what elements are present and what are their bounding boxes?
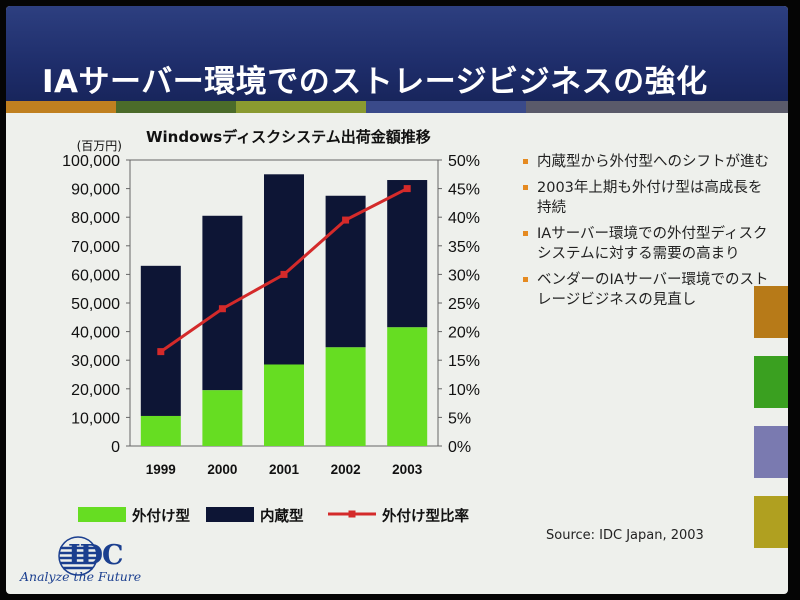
bar-external <box>387 327 428 446</box>
y-tick-label: 20,000 <box>71 382 120 399</box>
decor-tile <box>754 426 788 478</box>
y2-tick-label: 5% <box>448 410 471 427</box>
y-tick-label: 100,000 <box>62 153 120 170</box>
bullet-list: 内蔵型から外付型へのシフトが進む 2003年上期も外付け型は高成長を持続 IAサ… <box>521 152 771 316</box>
decor-strip <box>236 101 366 113</box>
decor-strip <box>116 101 236 113</box>
bullet-item: 内蔵型から外付型へのシフトが進む <box>521 152 771 172</box>
ratio-point <box>342 216 350 224</box>
legend-label: 内蔵型 <box>260 507 304 525</box>
bar-external <box>264 364 304 446</box>
y-tick-label: 30,000 <box>71 353 120 370</box>
y2-tick-label: 25% <box>448 296 480 313</box>
y2-tick-label: 45% <box>448 182 480 199</box>
bar-internal <box>202 215 243 391</box>
decor-tile <box>754 356 788 408</box>
decor-strip <box>366 101 526 113</box>
y-tick-label: 0 <box>111 439 120 456</box>
bullet-text: 2003年上期も外付け型は高成長を持続 <box>537 180 763 216</box>
x-tick-label: 2001 <box>269 462 300 477</box>
bullet-item: ベンダーのIAサーバー環境でのストレージビジネスの見直し <box>521 270 771 310</box>
decor-strip <box>6 101 116 113</box>
source-note: Source: IDC Japan, 2003 <box>546 528 704 543</box>
y2-tick-label: 40% <box>448 210 480 227</box>
bar-external <box>202 390 243 446</box>
x-tick-label: 2000 <box>207 462 237 477</box>
legend-swatch-external <box>78 507 126 522</box>
ratio-point <box>403 185 411 193</box>
y2-tick-label: 0% <box>448 439 471 456</box>
chart: 0 10,000 20,000 30,000 40,000 50,000 60,000 70,… <box>62 139 480 525</box>
y2-tick-label: 10% <box>448 382 480 399</box>
slide: IAサーバー環境でのストレージビジネスの強化 Windowsディスクシステム出荷… <box>6 6 788 594</box>
y-tick-label: 40,000 <box>71 325 120 342</box>
decor-tile <box>754 496 788 548</box>
logo-text: IDC <box>68 540 124 571</box>
y-tick-label: 90,000 <box>71 182 120 199</box>
y2-tick-label: 35% <box>448 239 480 256</box>
bullet-item: IAサーバー環境での外付型ディスクシステムに対する需要の高まり <box>521 224 771 264</box>
legend-swatch-internal <box>206 507 254 522</box>
decor-strip <box>526 101 788 113</box>
x-tick-label: 2003 <box>392 462 423 477</box>
bullet-text: 内蔵型から外付型へのシフトが進む <box>537 154 769 170</box>
bullet-marker <box>523 231 528 236</box>
bullet-text: ベンダーのIAサーバー環境でのストレージビジネスの見直し <box>537 272 769 308</box>
bullet-text: IAサーバー環境での外付型ディスクシステムに対する需要の高まり <box>537 226 768 262</box>
ratio-point <box>157 348 165 356</box>
y2-tick-label: 30% <box>448 267 480 284</box>
x-tick-label: 2002 <box>331 462 361 477</box>
y-tick-label: 70,000 <box>71 239 120 256</box>
bullet-marker <box>523 185 528 190</box>
slide-title: IAサーバー環境でのストレージビジネスの強化 <box>42 64 708 100</box>
title-bar: IAサーバー環境でのストレージビジネスの強化 <box>6 6 788 106</box>
chart-title: Windowsディスクシステム出荷金額推移 <box>146 128 431 146</box>
y-tick-label: 60,000 <box>71 267 120 284</box>
y2-tick-label: 20% <box>448 325 480 342</box>
logo-tagline: Analyze the Future <box>20 569 142 584</box>
bar-internal <box>264 174 304 365</box>
bullet-item: 2003年上期も外付け型は高成長を持続 <box>521 178 771 218</box>
legend-label: 外付け型比率 <box>382 507 469 525</box>
decor-tile <box>754 286 788 338</box>
bar-external <box>325 347 366 446</box>
bullet-marker <box>523 277 528 282</box>
y2-tick-label: 50% <box>448 153 480 170</box>
bar-internal <box>387 180 428 328</box>
idc-globe-icon <box>58 536 98 576</box>
x-tick-label: 1999 <box>146 462 176 477</box>
ratio-point <box>218 305 226 313</box>
y-unit-label: (百万円) <box>77 139 122 153</box>
bar-external <box>140 415 181 446</box>
legend-label: 外付け型 <box>132 507 190 525</box>
ratio-point <box>280 270 288 278</box>
y-tick-label: 50,000 <box>71 296 120 313</box>
legend-swatch-ratio-marker <box>348 510 356 518</box>
bullet-marker <box>523 159 528 164</box>
y2-tick-label: 15% <box>448 353 480 370</box>
y-tick-label: 80,000 <box>71 210 120 227</box>
y-tick-label: 10,000 <box>71 410 120 427</box>
